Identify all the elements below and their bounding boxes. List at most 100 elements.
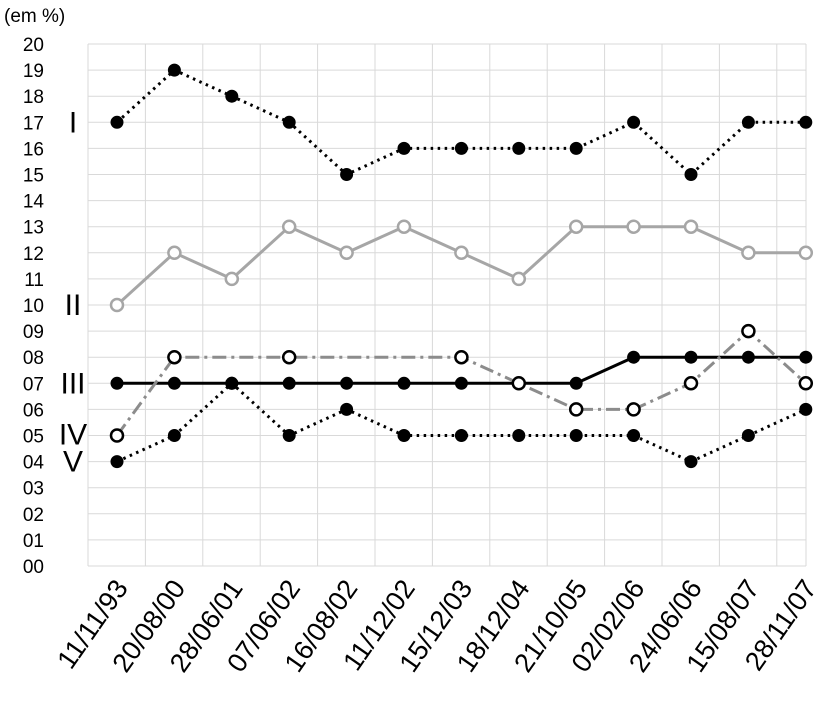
data-point xyxy=(225,376,239,390)
data-point xyxy=(626,402,641,417)
y-tick-label: 10 xyxy=(23,296,44,317)
data-point xyxy=(627,115,641,129)
series-line xyxy=(116,381,807,464)
data-point xyxy=(511,376,527,391)
data-point xyxy=(109,297,125,313)
data-point xyxy=(798,376,814,391)
y-axis-unit-label: (em %) xyxy=(4,6,65,27)
data-point xyxy=(684,168,698,181)
series-label-III: III xyxy=(60,367,85,400)
data-point xyxy=(340,376,354,390)
y-tick-label: 03 xyxy=(23,479,44,500)
data-point xyxy=(683,376,699,391)
data-point xyxy=(340,402,354,416)
series-IV xyxy=(109,323,814,443)
y-tick-label: 07 xyxy=(23,374,44,395)
data-point xyxy=(167,376,181,390)
data-point xyxy=(224,271,240,287)
data-point xyxy=(512,141,526,155)
data-point xyxy=(454,141,468,155)
data-point xyxy=(281,349,297,365)
data-point xyxy=(281,219,297,234)
series-label-V: V xyxy=(63,446,83,479)
data-point xyxy=(799,115,813,129)
series-V xyxy=(110,376,813,469)
data-point xyxy=(109,428,125,443)
series-label-IV: IV xyxy=(59,419,87,452)
data-point xyxy=(569,141,583,155)
chart-grid xyxy=(87,43,807,567)
series-I xyxy=(110,63,813,181)
data-point xyxy=(684,350,698,364)
data-point xyxy=(511,271,527,287)
data-point xyxy=(741,115,755,129)
data-point xyxy=(684,455,698,469)
data-point xyxy=(282,115,296,129)
data-point xyxy=(110,376,124,390)
y-tick-label: 09 xyxy=(23,322,44,343)
y-tick-label: 20 xyxy=(23,35,44,56)
data-point xyxy=(626,219,641,234)
y-tick-label: 12 xyxy=(23,244,44,265)
data-point xyxy=(568,402,584,417)
data-point xyxy=(225,89,239,103)
y-tick-label: 04 xyxy=(23,453,45,474)
chart-series xyxy=(109,63,814,469)
data-point xyxy=(627,429,641,442)
data-point xyxy=(110,115,124,129)
data-point xyxy=(396,219,412,234)
y-tick-label: 01 xyxy=(23,531,44,552)
y-tick-label: 05 xyxy=(23,427,44,448)
data-point xyxy=(741,350,755,364)
y-tick-label: 15 xyxy=(23,166,44,187)
y-tick-label: 06 xyxy=(23,400,44,421)
y-tick-label: 18 xyxy=(23,87,44,108)
data-point xyxy=(110,455,124,469)
data-point xyxy=(569,429,583,442)
series-line xyxy=(115,225,806,307)
data-point xyxy=(799,402,813,416)
y-tick-label: 19 xyxy=(23,61,44,82)
y-tick-label: 11 xyxy=(24,270,44,291)
data-point xyxy=(799,350,813,364)
y-axis-ticks: 00 01 02 03 04 05 06 07 08 09 10 11 12 13 14 15 16 17 18 19… xyxy=(23,35,45,578)
y-tick-label: 00 xyxy=(23,557,44,578)
data-point xyxy=(741,429,755,442)
y-tick-label: 13 xyxy=(23,218,44,239)
data-point xyxy=(397,429,411,442)
data-point xyxy=(167,245,182,261)
data-point xyxy=(282,429,296,442)
series-label-I: I xyxy=(69,106,77,139)
data-point xyxy=(569,376,583,390)
data-point xyxy=(340,168,354,181)
x-axis-ticks: 11/11/9320/08/0028/06/0107/06/0216/08/02… xyxy=(51,574,821,677)
data-point xyxy=(167,63,181,77)
series-label-II: II xyxy=(65,289,82,322)
data-point xyxy=(798,245,814,261)
data-point xyxy=(454,429,468,442)
data-point xyxy=(683,219,699,234)
data-point xyxy=(627,350,641,364)
series-line xyxy=(115,329,807,437)
data-point xyxy=(741,323,756,339)
y-tick-label: 16 xyxy=(23,139,44,160)
y-tick-label: 02 xyxy=(23,505,44,526)
data-point xyxy=(167,349,182,365)
series-II xyxy=(109,219,814,313)
data-point xyxy=(397,141,411,155)
data-point xyxy=(512,429,526,442)
y-tick-label: 14 xyxy=(23,192,45,213)
y-tick-label: 08 xyxy=(23,348,44,369)
data-point xyxy=(741,245,756,261)
data-point xyxy=(167,429,181,442)
data-point xyxy=(397,376,411,390)
y-tick-label: 17 xyxy=(23,113,44,134)
data-point xyxy=(454,376,468,390)
data-point xyxy=(454,349,469,365)
data-point xyxy=(568,219,584,234)
data-point xyxy=(282,376,296,390)
data-point xyxy=(339,245,354,261)
data-point xyxy=(454,245,469,261)
